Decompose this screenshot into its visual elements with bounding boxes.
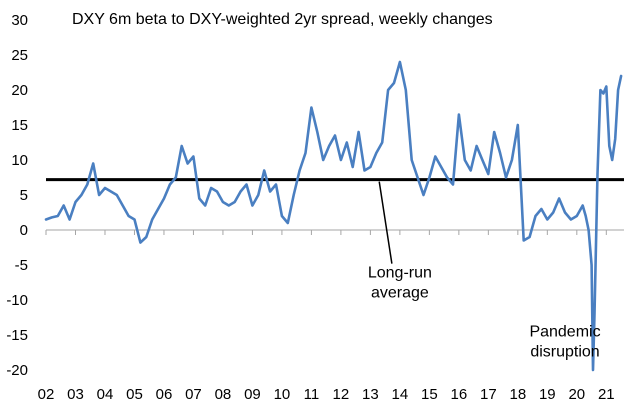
- x-tick-label: 16: [451, 386, 468, 403]
- chart-title: DXY 6m beta to DXY-weighted 2yr spread, …: [72, 11, 493, 28]
- y-tick-label: -10: [6, 292, 28, 309]
- x-tick-label: 18: [509, 386, 526, 403]
- y-tick-label: 25: [11, 47, 28, 64]
- x-axis: 02 03 04 05 06 07 08 09 10 11 12 13 14 15 16 17 18 19 20 21: [38, 229, 624, 403]
- x-tick-label: 14: [392, 386, 409, 403]
- x-tick-label: 11: [304, 386, 320, 403]
- x-tick-label: 02: [38, 386, 55, 403]
- x-tick-label: 21: [598, 386, 615, 403]
- x-tick-label: 17: [480, 386, 497, 403]
- y-tick-label: -5: [15, 257, 28, 274]
- x-tick-label: 10: [274, 386, 291, 403]
- x-tick-label: 07: [185, 386, 202, 403]
- x-tick-label: 06: [156, 386, 173, 403]
- y-tick-label: 5: [20, 187, 28, 204]
- series-layer: [44, 60, 623, 372]
- x-tick-label: 12: [333, 386, 350, 403]
- annotation-text: Long-run: [368, 265, 432, 282]
- y-tick-label: 20: [11, 82, 28, 99]
- x-tick-label: 08: [215, 386, 232, 403]
- y-tick-label: 0: [20, 222, 28, 239]
- x-tick-label: 13: [362, 386, 379, 403]
- y-tick-label: 10: [11, 152, 28, 169]
- x-tick-label: 03: [67, 386, 84, 403]
- y-tick-label: -15: [6, 327, 28, 344]
- annotation-pointer: [378, 181, 393, 264]
- y-axis: 30 25 20 15 10 5 0 -5 -10 -15 -20: [6, 12, 28, 379]
- annotation-text: average: [371, 285, 429, 302]
- x-tick-label: 05: [126, 386, 143, 403]
- y-tick-label: 30: [11, 12, 28, 29]
- annotations: Long-run average Pandemic disruption: [368, 181, 601, 360]
- series-line: [44, 60, 623, 372]
- x-tick-label: 04: [97, 386, 114, 403]
- annotation-text: disruption: [530, 343, 599, 360]
- y-tick-label: 15: [11, 117, 28, 134]
- y-tick-label: -20: [6, 362, 28, 379]
- annotation-text: Pandemic: [529, 323, 600, 340]
- x-tick-label: 20: [568, 386, 585, 403]
- x-tick-label: 09: [244, 386, 261, 403]
- x-tick-label: 15: [421, 386, 438, 403]
- x-tick-label: 19: [539, 386, 556, 403]
